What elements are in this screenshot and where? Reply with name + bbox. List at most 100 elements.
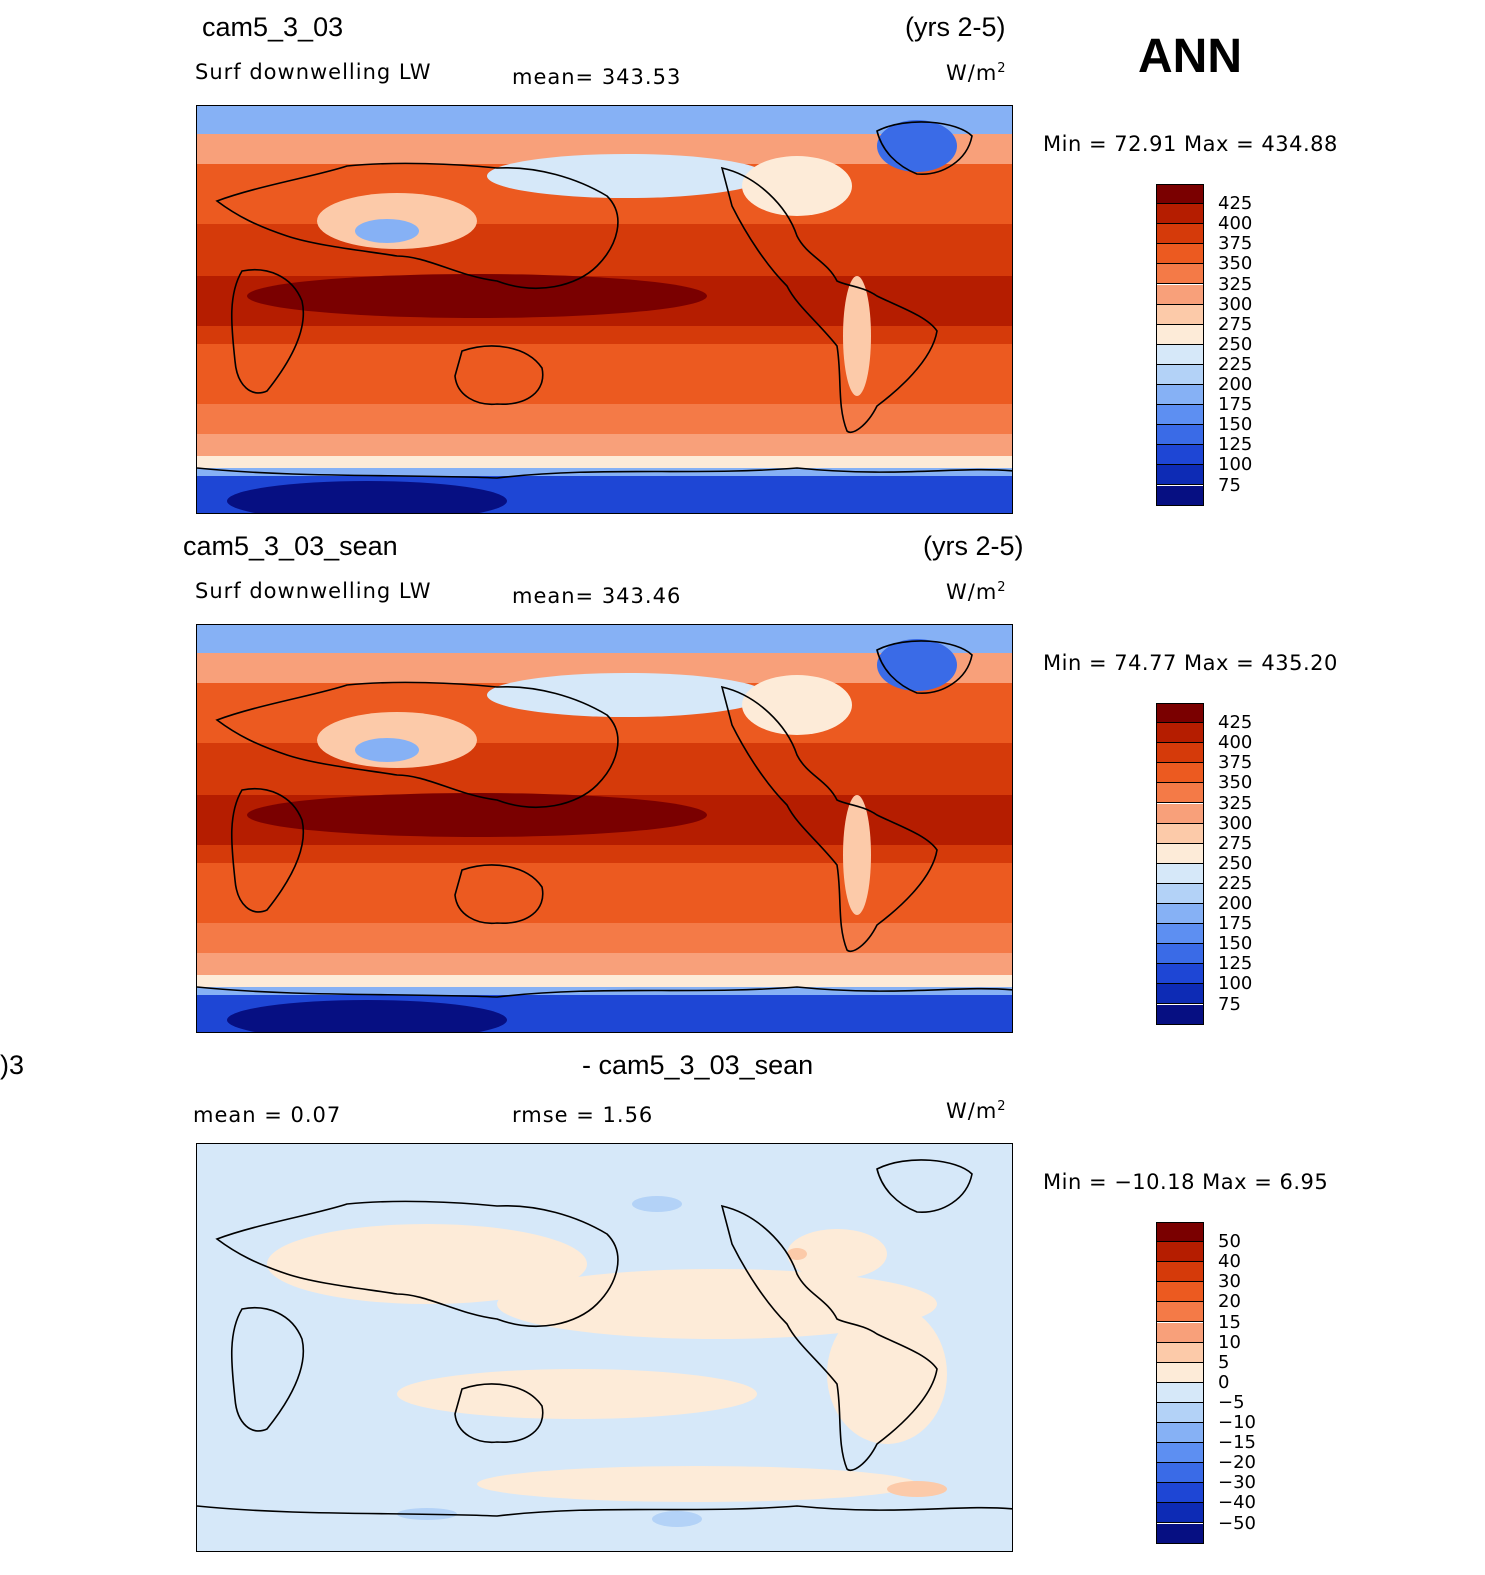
colorbar-tick-label: −10 xyxy=(1218,1412,1256,1433)
colorbar-swatch xyxy=(1156,1483,1204,1504)
colorbar-tick-label: 50 xyxy=(1218,1231,1241,1253)
minmax-label: Min = −10.18 Max = 6.95 xyxy=(1043,1170,1329,1194)
map-panel xyxy=(196,1143,1013,1552)
colorbar-swatch xyxy=(1156,264,1204,285)
colorbar-swatch xyxy=(1156,1382,1204,1403)
colorbar-tick-label: −30 xyxy=(1218,1472,1256,1494)
years-label: - cam5_3_03_sean xyxy=(582,1050,814,1080)
colorbar-swatch xyxy=(1156,723,1204,744)
colorbar-swatch xyxy=(1156,1282,1204,1303)
colorbar-swatch xyxy=(1156,385,1204,406)
colorbar-swatch xyxy=(1156,364,1204,385)
map-canvas xyxy=(197,625,1012,1032)
colorbar-swatch xyxy=(1156,445,1204,466)
colorbar-swatch xyxy=(1156,823,1204,844)
colorbar-swatch xyxy=(1156,863,1204,884)
colorbar-tick-label: 375 xyxy=(1218,752,1253,774)
colorbar-swatch xyxy=(1156,883,1204,904)
variable-label: Surf downwelling LW xyxy=(195,579,432,603)
colorbar-swatch xyxy=(1156,843,1204,864)
colorbar-swatch xyxy=(1156,763,1204,784)
colorbar-swatch xyxy=(1156,703,1204,724)
colorbar-swatch xyxy=(1156,1503,1204,1524)
colorbar-swatch xyxy=(1156,904,1204,925)
map-canvas xyxy=(197,106,1012,513)
minmax-label: Min = 74.77 Max = 435.20 xyxy=(1043,651,1338,675)
units-label: W/m2 xyxy=(946,580,1007,604)
colorbar-swatch xyxy=(1156,1362,1204,1383)
colorbar-swatch xyxy=(1156,783,1204,804)
colorbar-swatch xyxy=(1156,1322,1204,1343)
colorbar-tick-label: 200 xyxy=(1218,893,1253,914)
colorbar-tick-label: 200 xyxy=(1218,374,1253,395)
colorbar-tick-label: −5 xyxy=(1218,1391,1245,1413)
colorbar-tick-label: 100 xyxy=(1218,973,1253,995)
colorbar-swatch xyxy=(1156,1443,1204,1464)
colorbar-tick-label: 325 xyxy=(1218,273,1253,295)
map-panel xyxy=(196,624,1013,1033)
colorbar-tick-label: 150 xyxy=(1218,933,1253,955)
colorbar-tick-label: 225 xyxy=(1218,872,1253,894)
colorbar-swatch xyxy=(1156,284,1204,305)
colorbar-swatch xyxy=(1156,803,1204,824)
map-panel xyxy=(196,105,1013,514)
colorbar-tick-label: 175 xyxy=(1218,913,1253,935)
colorbar-tick-label: 100 xyxy=(1218,454,1253,476)
case-name: cam5_3_03_sean xyxy=(183,531,398,561)
colorbar-swatch xyxy=(1156,1242,1204,1263)
colorbar-swatch xyxy=(1156,1523,1204,1544)
case-name: cam5_3_03 xyxy=(202,12,344,42)
colorbar-tick-label: 40 xyxy=(1218,1251,1241,1273)
colorbar-tick-label: −20 xyxy=(1218,1452,1256,1474)
colorbar-swatch xyxy=(1156,184,1204,205)
colorbar-swatch xyxy=(1156,1423,1204,1444)
colorbar-swatch xyxy=(1156,224,1204,245)
colorbar-swatch xyxy=(1156,244,1204,265)
minmax-label: Min = 72.91 Max = 434.88 xyxy=(1043,132,1338,156)
colorbar-tick-label: 75 xyxy=(1218,474,1241,496)
colorbar-tick-label: 10 xyxy=(1218,1331,1241,1353)
colorbar-tick-label: 75 xyxy=(1218,993,1241,1015)
colorbar-tick-label: 400 xyxy=(1218,732,1253,754)
colorbar-tick-label: 15 xyxy=(1218,1311,1241,1333)
colorbar-swatch xyxy=(1156,964,1204,985)
colorbar-tick-label: 275 xyxy=(1218,313,1253,335)
colorbar-tick-label: 400 xyxy=(1218,213,1253,235)
colorbar-swatch xyxy=(1156,304,1204,325)
colorbar-swatch xyxy=(1156,425,1204,446)
colorbar-tick-label: 225 xyxy=(1218,353,1253,375)
colorbar-tick-label: 425 xyxy=(1218,193,1253,215)
colorbar-tick-label: −50 xyxy=(1218,1512,1256,1534)
colorbar-tick-label: 425 xyxy=(1218,712,1253,734)
colorbar-swatch xyxy=(1156,1342,1204,1363)
colorbar-tick-label: 300 xyxy=(1218,293,1253,315)
colorbar-tick-label: 5 xyxy=(1218,1351,1230,1373)
colorbar-tick-label: 30 xyxy=(1218,1271,1241,1293)
colorbar-swatch xyxy=(1156,1004,1204,1025)
colorbar-tick-label: 250 xyxy=(1218,333,1253,355)
colorbar-tick-label: 350 xyxy=(1218,772,1253,794)
colorbar-swatch xyxy=(1156,924,1204,945)
units-label: W/m2 xyxy=(946,61,1007,85)
mean-label: mean= 343.53 xyxy=(512,65,682,89)
colorbar-tick-label: 325 xyxy=(1218,792,1253,814)
case-name: )3 xyxy=(0,1050,25,1080)
colorbar-tick-label: 350 xyxy=(1218,253,1253,275)
colorbar-swatch xyxy=(1156,324,1204,345)
colorbar-tick-label: 375 xyxy=(1218,233,1253,255)
colorbar-swatch xyxy=(1156,204,1204,225)
season-label: ANN xyxy=(1138,30,1242,83)
rmse-label: rmse = 1.56 xyxy=(512,1103,654,1127)
colorbar-swatch xyxy=(1156,984,1204,1005)
colorbar-swatch xyxy=(1156,1262,1204,1283)
mean-label: mean= 343.46 xyxy=(512,584,682,608)
colorbar-tick-label: −15 xyxy=(1218,1432,1256,1454)
colorbar-swatch xyxy=(1156,1463,1204,1484)
map-canvas xyxy=(197,1144,1012,1551)
colorbar-tick-label: 20 xyxy=(1218,1291,1241,1313)
colorbar-swatch xyxy=(1156,743,1204,764)
colorbar-tick-label: 0 xyxy=(1218,1371,1230,1393)
units-label: W/m2 xyxy=(946,1099,1007,1123)
colorbar-tick-label: 125 xyxy=(1218,434,1253,456)
colorbar-swatch xyxy=(1156,944,1204,965)
